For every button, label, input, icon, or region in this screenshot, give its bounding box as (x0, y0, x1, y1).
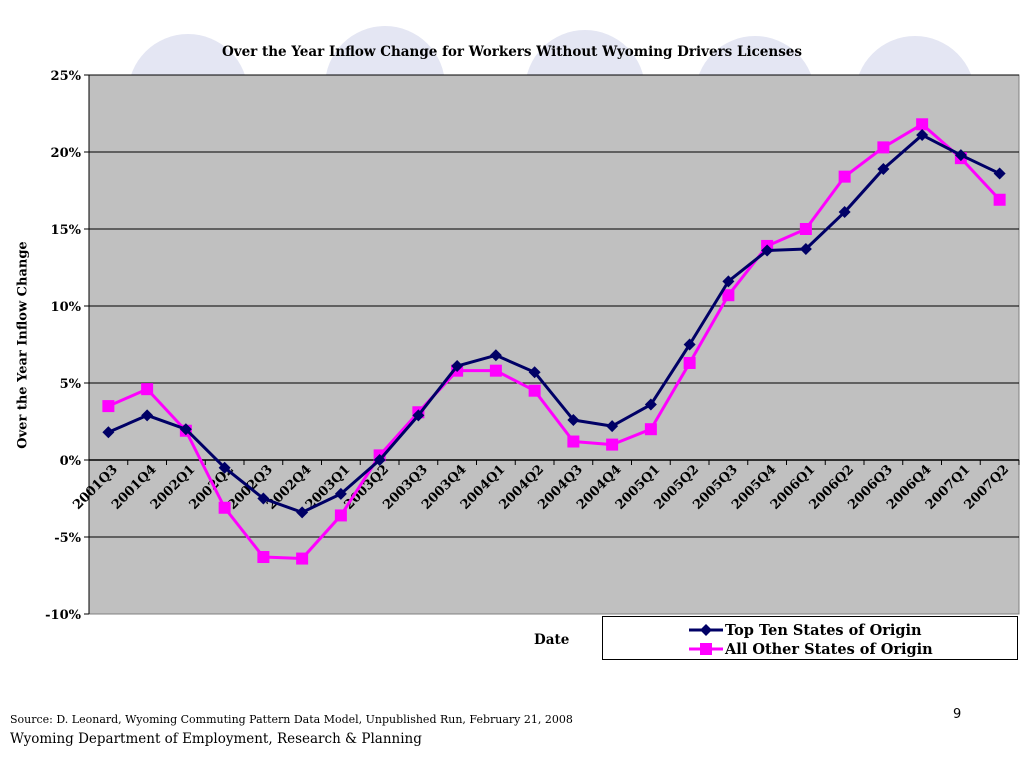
data-point (489, 349, 502, 362)
data-point (334, 487, 347, 500)
legend-label: All Other States of Origin (725, 640, 933, 658)
data-point (141, 409, 154, 422)
data-point (606, 420, 619, 433)
legend-entry-all-other: All Other States of Origin (689, 639, 933, 659)
y-tick-label: -5% (54, 531, 81, 546)
plot-area (88, 74, 1020, 615)
data-point (916, 129, 929, 142)
y-tick-label: 0% (60, 454, 82, 469)
data-point (141, 383, 154, 396)
y-tick-label: 15% (51, 223, 82, 238)
data-point (102, 426, 115, 439)
x-axis-label: Date (534, 632, 570, 648)
data-point (722, 275, 735, 288)
data-point (373, 454, 386, 466)
data-point (644, 398, 657, 411)
diamond-marker-icon (689, 624, 723, 636)
data-point (838, 206, 851, 219)
data-point (567, 435, 580, 448)
data-point (257, 551, 270, 564)
data-point (218, 461, 231, 474)
data-point (683, 338, 696, 351)
page-number: 9 (953, 707, 962, 722)
data-point (296, 552, 309, 565)
data-point (916, 118, 929, 131)
data-point (179, 423, 192, 436)
data-point (296, 506, 309, 519)
data-point (451, 360, 464, 373)
data-point (102, 400, 115, 413)
source-note: Source: D. Leonard, Wyoming Commuting Pa… (10, 713, 573, 726)
legend-entry-top-ten: Top Ten States of Origin (689, 620, 922, 640)
data-point (567, 413, 580, 426)
data-point (993, 193, 1006, 206)
y-tick-label: 25% (51, 69, 82, 84)
data-point (954, 149, 967, 162)
data-point (838, 170, 851, 183)
series-line (107, 133, 1001, 514)
data-point (761, 244, 774, 257)
data-point (877, 162, 890, 175)
y-tick-label: 20% (51, 146, 82, 161)
data-point (993, 167, 1006, 180)
y-tick-label: 10% (51, 300, 82, 315)
data-point (528, 366, 541, 379)
chart-title: Over the Year Inflow Change for Workers … (221, 44, 802, 60)
data-point (412, 409, 425, 422)
y-tick-label: 5% (60, 377, 82, 392)
legend-label: Top Ten States of Origin (725, 621, 922, 639)
data-point (877, 141, 890, 154)
data-point (683, 356, 696, 369)
data-point (799, 243, 812, 256)
data-point (334, 509, 347, 522)
series-line (107, 122, 1001, 561)
data-point (489, 364, 502, 377)
y-axis-label: Over the Year Inflow Change (15, 241, 31, 449)
data-point (528, 384, 541, 397)
data-point (606, 438, 619, 451)
square-marker-icon (689, 643, 723, 655)
data-point (218, 501, 231, 514)
data-point (257, 492, 270, 505)
data-point (644, 423, 657, 436)
department-name: Wyoming Department of Employment, Resear… (10, 731, 422, 747)
data-point (799, 223, 812, 235)
y-tick-label: -10% (45, 608, 81, 623)
data-point (722, 289, 735, 302)
chart-legend: Top Ten States of Origin All Other State… (602, 616, 1018, 660)
